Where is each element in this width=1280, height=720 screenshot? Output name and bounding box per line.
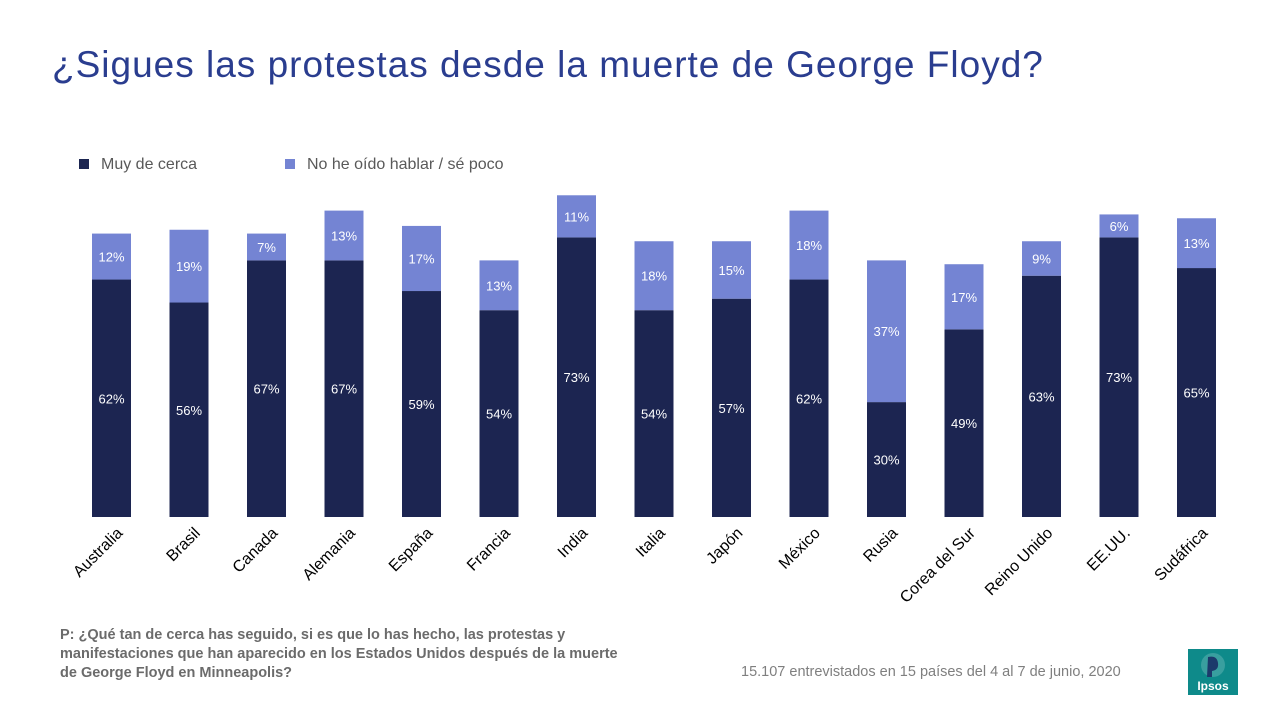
data-label-muy-de-cerca-india: 73% [563,370,589,385]
x-tick-label-espana: España [386,525,436,575]
x-tick-label-japon: Japón [703,525,746,568]
data-label-muy-de-cerca-brasil: 56% [176,403,202,418]
data-label-muy-de-cerca-rusia: 30% [873,453,899,468]
data-label-muy-de-cerca-sudafrica: 65% [1183,386,1209,401]
bar-muy-de-cerca-australia [92,279,131,517]
data-label-poco-espana: 17% [408,251,434,266]
bar-poco-alemania [324,210,364,261]
data-label-muy-de-cerca-ee-uu: 73% [1106,370,1132,385]
bar-muy-de-cerca-francia [479,310,519,517]
bar-poco-espana [402,225,441,292]
bar-poco-rusia [867,260,906,403]
bar-muy-de-cerca-mexico [789,279,829,517]
data-label-poco-sudafrica: 13% [1183,236,1209,251]
x-tick-label-mexico: México [776,525,824,573]
x-tick-label-corea-del-sur: Corea del Sur [897,524,979,606]
x-tick-label-rusia: Rusia [860,525,901,566]
x-tick-label-sudafrica: Sudáfrica [1152,525,1212,585]
x-tick-label-alemania: Alemania [300,525,359,584]
bar-poco-canada [247,233,286,261]
bar-muy-de-cerca-brasil [169,302,209,517]
bar-muy-de-cerca-india [557,237,596,517]
legend-label-muy-de-cerca: Muy de cerca [101,156,198,173]
data-label-poco-rusia: 37% [873,324,899,339]
data-label-poco-australia: 12% [98,250,124,265]
bar-poco-italia [634,241,674,311]
legend-swatch-dark [79,158,89,169]
bar-muy-de-cerca-ee-uu [1099,237,1139,517]
bar-poco-australia [92,233,131,280]
legend-item-no-he-oido: No he oído hablar / sé poco [285,156,504,174]
x-tick-label-australia: Australia [70,525,126,581]
data-label-muy-de-cerca-corea-del-sur: 49% [951,416,977,431]
bar-poco-sudafrica [1177,218,1216,269]
data-label-poco-india: 11% [564,209,589,224]
bar-muy-de-cerca-canada [247,260,286,517]
data-label-muy-de-cerca-reino-unido: 63% [1028,389,1054,404]
bar-muy-de-cerca-rusia [867,402,906,517]
bar-muy-de-cerca-japon [712,298,751,517]
x-tick-label-canada: Canada [230,525,282,577]
data-label-poco-reino-unido: 9% [1032,251,1051,266]
x-tick-label-francia: Francia [464,525,514,575]
data-label-muy-de-cerca-canada: 67% [253,382,279,397]
logo-text: Ipsos [1197,679,1229,693]
data-label-muy-de-cerca-japon: 57% [718,401,744,416]
data-label-poco-brasil: 19% [176,259,202,274]
x-tick-label-ee-uu: EE.UU. [1084,525,1134,575]
x-tick-label-india: India [555,525,592,562]
data-label-poco-francia: 13% [486,278,512,293]
legend-item-muy-de-cerca: Muy de cerca [79,156,197,174]
ipsos-logo: Ipsos [1188,649,1238,695]
data-label-muy-de-cerca-espana: 59% [408,397,434,412]
bar-poco-ee-uu [1099,214,1139,238]
bar-muy-de-cerca-alemania [324,260,364,517]
bar-poco-corea-del-sur [944,264,984,330]
bar-poco-reino-unido [1022,241,1061,276]
data-label-poco-japon: 15% [718,263,744,278]
data-label-poco-canada: 7% [257,240,276,255]
bar-muy-de-cerca-espana [402,291,441,517]
logo-figure-icon [1201,653,1225,677]
legend-swatch-light [285,158,295,169]
data-label-poco-italia: 18% [641,269,667,284]
x-tick-label-brasil: Brasil [164,525,204,565]
data-label-muy-de-cerca-mexico: 62% [796,391,822,406]
data-label-poco-alemania: 13% [331,228,357,243]
legend-label-no-he-oido: No he oído hablar / sé poco [307,156,504,173]
bar-poco-japon [712,241,751,299]
bar-muy-de-cerca-corea-del-sur [944,329,984,517]
data-label-muy-de-cerca-alemania: 67% [331,382,357,397]
data-label-poco-mexico: 18% [796,238,822,253]
footnote: 15.107 entrevistados en 15 países del 4 … [741,664,1121,680]
bar-poco-brasil [169,229,209,303]
data-label-muy-de-cerca-francia: 54% [486,407,512,422]
data-label-poco-corea-del-sur: 17% [951,290,977,305]
chart-title: ¿Sigues las protestas desde la muerte de… [52,44,1044,85]
bar-muy-de-cerca-reino-unido [1022,275,1061,517]
data-label-muy-de-cerca-italia: 54% [641,407,667,422]
bar-poco-francia [479,260,519,311]
bar-muy-de-cerca-sudafrica [1177,268,1216,517]
bar-poco-mexico [789,210,829,280]
bar-poco-india [557,195,596,238]
data-label-muy-de-cerca-australia: 62% [98,391,124,406]
question-text: P: ¿Qué tan de cerca has seguido, si es … [60,627,618,681]
x-tick-label-reino-unido: Reino Unido [982,525,1056,599]
data-label-poco-ee-uu: 6% [1110,219,1129,234]
x-tick-label-italia: Italia [633,525,669,561]
bar-muy-de-cerca-italia [634,310,674,517]
